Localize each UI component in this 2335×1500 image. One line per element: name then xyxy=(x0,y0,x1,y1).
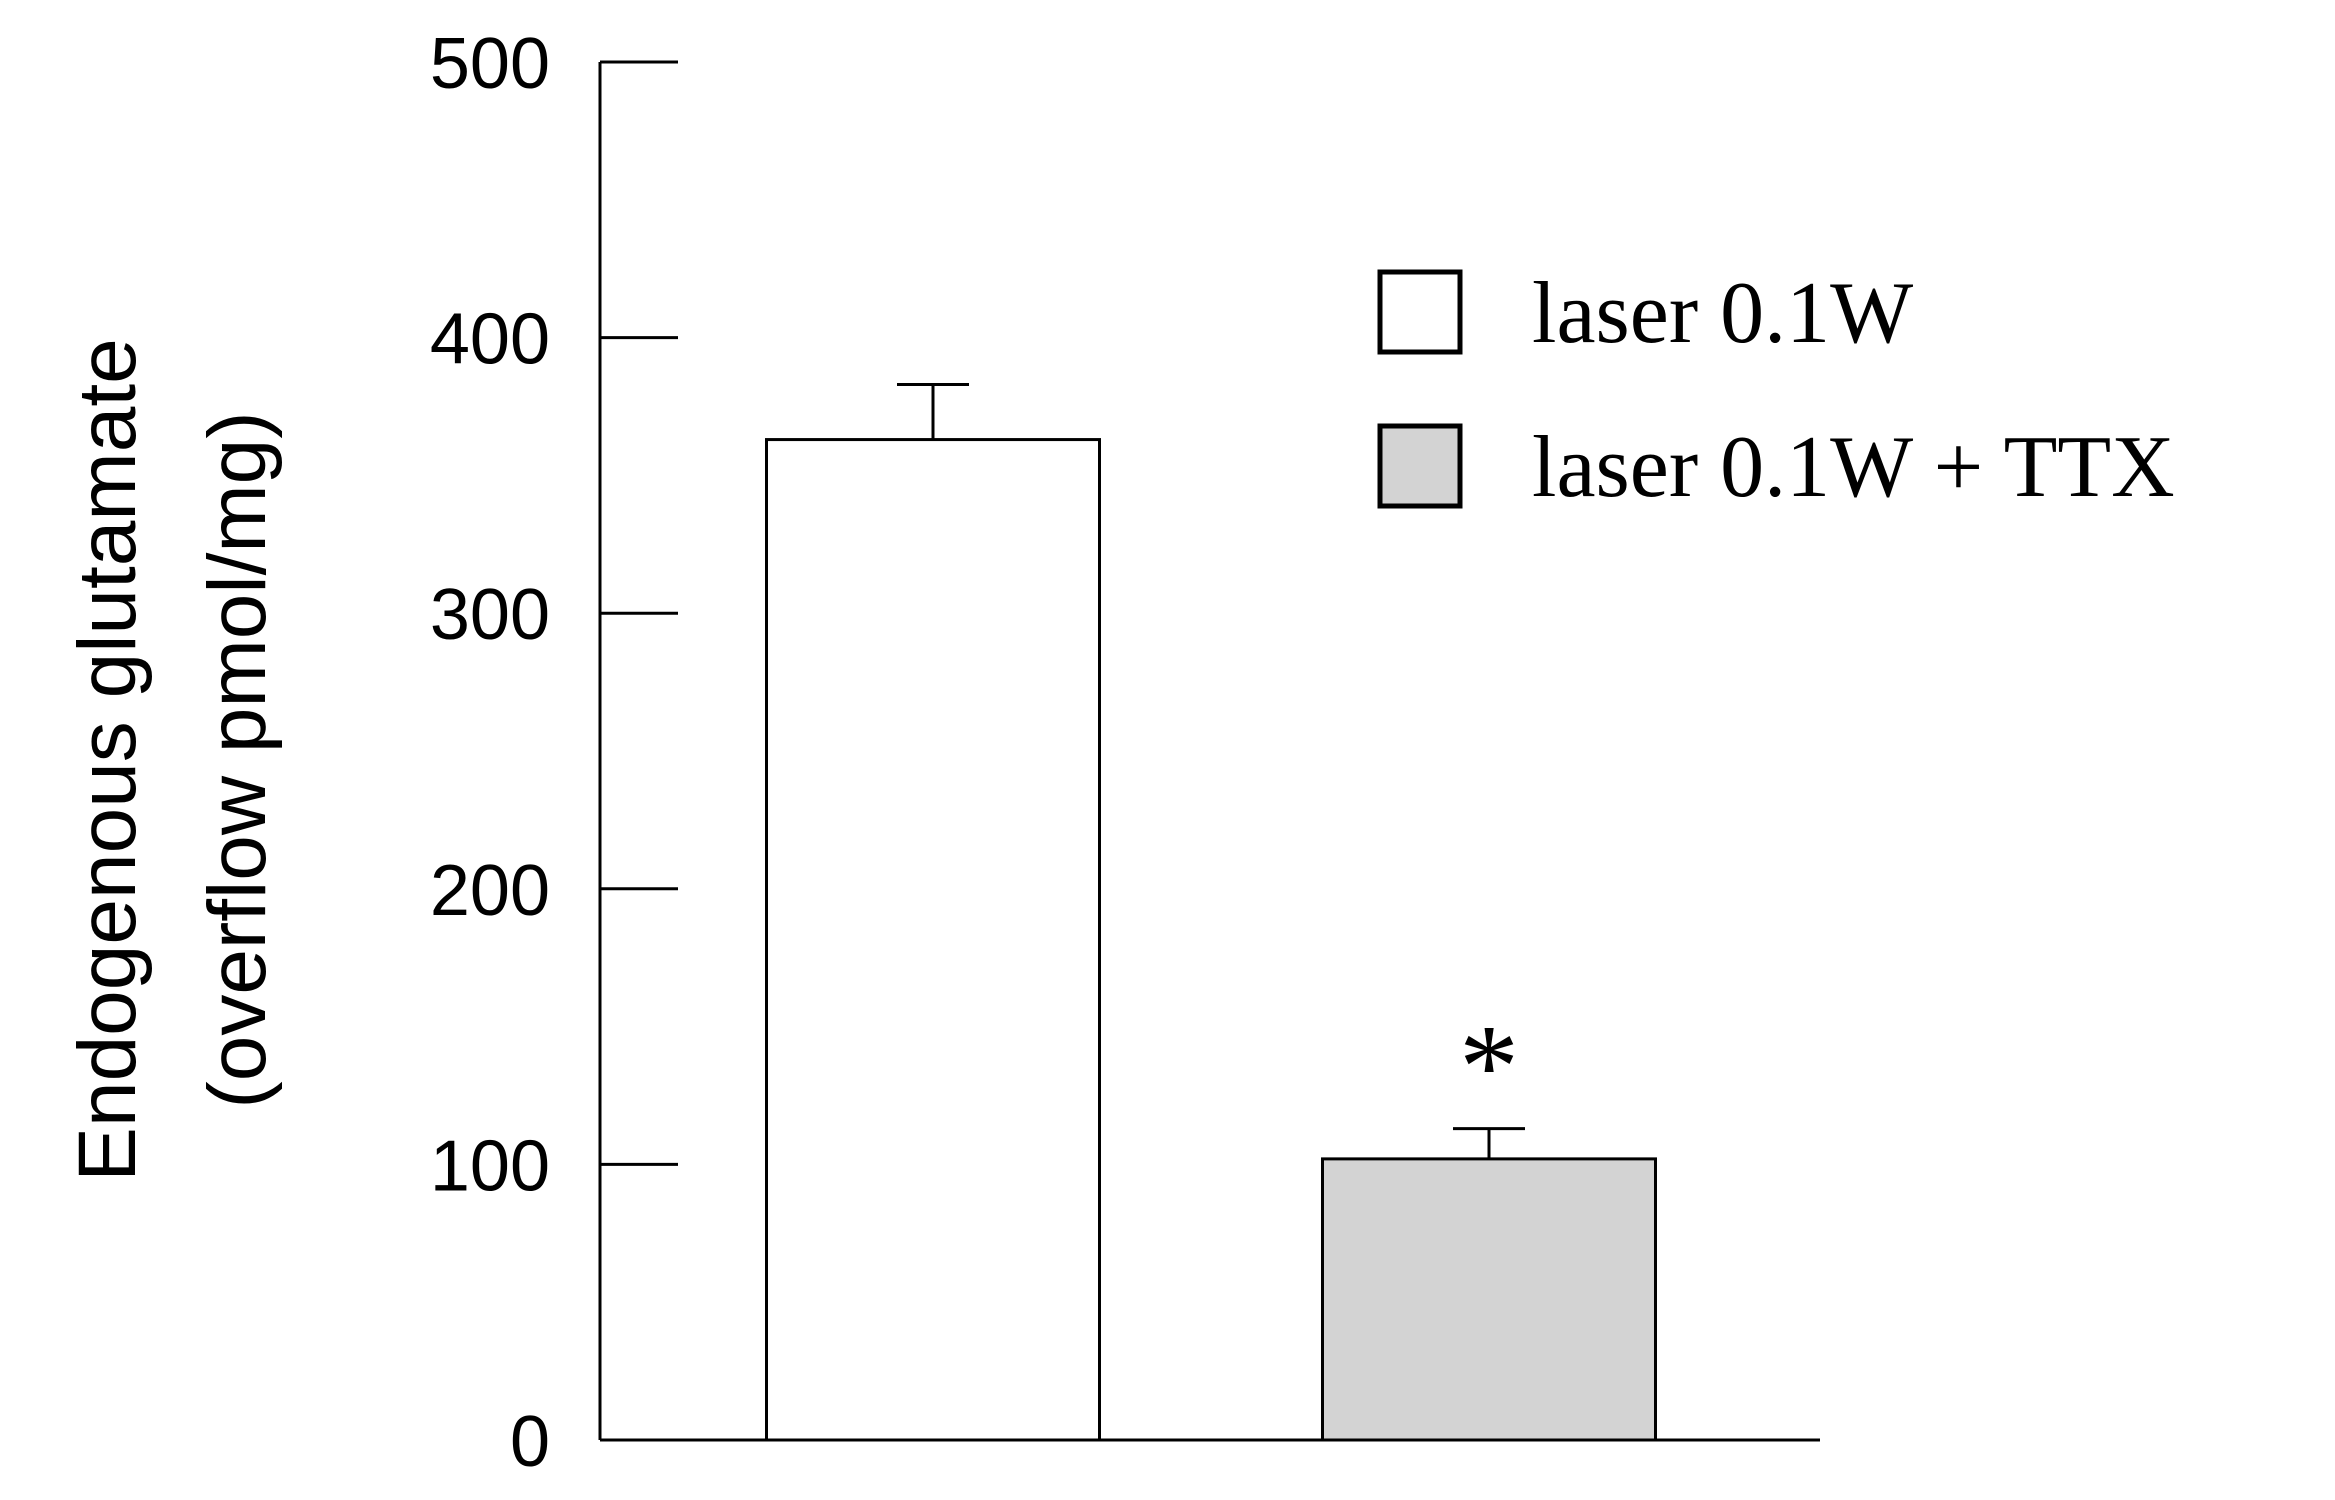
y-axis-title-line-2: (overflow pmol/mg) xyxy=(192,411,283,1108)
legend: laser 0.1W laser 0.1W + TTX xyxy=(1377,265,2175,516)
y-ticks: 0 100 200 300 400 500 xyxy=(430,24,678,1482)
bar xyxy=(765,438,1101,1442)
y-tick-label: 300 xyxy=(430,575,550,655)
legend-label: laser 0.1W + TTX xyxy=(1532,419,2175,516)
significance-marker: * xyxy=(1459,1000,1519,1133)
legend-swatch xyxy=(1377,269,1463,355)
y-tick-label: 100 xyxy=(430,1126,550,1206)
bars: * xyxy=(765,382,1657,1442)
legend-label: laser 0.1W xyxy=(1532,265,1913,362)
y-axis-title-line-1: Endogenous glutamate xyxy=(62,338,153,1181)
y-tick-label: 400 xyxy=(430,300,550,380)
bar xyxy=(1321,1157,1657,1442)
y-tick-label: 0 xyxy=(510,1402,550,1482)
y-tick-label: 500 xyxy=(430,24,550,104)
legend-swatch xyxy=(1377,423,1463,509)
y-axis-title: Endogenous glutamate (overflow pmol/mg) xyxy=(62,338,283,1181)
y-tick-label: 200 xyxy=(430,851,550,931)
